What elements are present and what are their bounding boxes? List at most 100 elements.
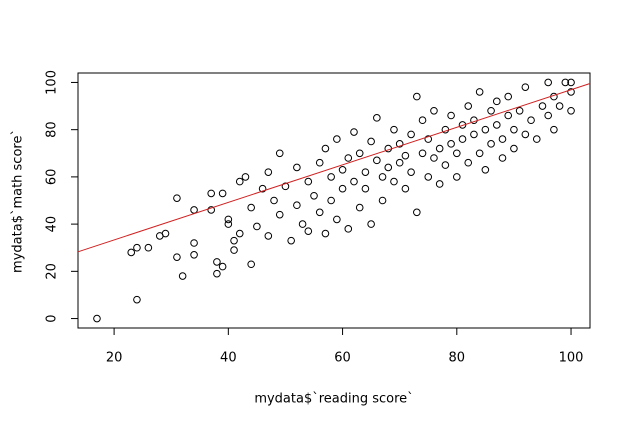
point <box>361 184 370 193</box>
point <box>218 262 227 271</box>
point <box>435 144 444 153</box>
y-tick-label: 20 <box>45 263 60 280</box>
point <box>515 106 524 115</box>
x-tick-label: 20 <box>106 351 123 366</box>
points <box>93 78 575 323</box>
point <box>527 116 535 125</box>
point <box>367 220 375 228</box>
point <box>378 196 387 205</box>
point <box>453 173 461 181</box>
point <box>550 125 558 134</box>
point <box>207 206 215 214</box>
point <box>464 102 473 110</box>
plot-frame <box>77 72 591 329</box>
point <box>367 137 375 146</box>
point <box>373 114 381 122</box>
point <box>424 173 433 181</box>
point <box>327 173 335 181</box>
point <box>355 203 364 212</box>
point <box>418 149 427 158</box>
point <box>190 239 198 247</box>
point <box>338 166 347 174</box>
point <box>304 227 313 235</box>
point <box>487 106 495 115</box>
point <box>350 177 358 186</box>
point <box>475 149 484 158</box>
point <box>207 189 215 198</box>
point <box>321 229 330 238</box>
point <box>567 88 575 96</box>
y-tick-label: 40 <box>45 216 60 233</box>
point <box>390 125 398 134</box>
point <box>293 201 301 210</box>
point <box>213 269 221 278</box>
point <box>510 144 518 153</box>
point <box>310 191 318 200</box>
y-tick-label: 100 <box>45 70 60 95</box>
point <box>407 130 415 139</box>
point <box>133 243 141 252</box>
x-tick-label: 40 <box>220 351 237 366</box>
point <box>178 272 187 280</box>
point <box>361 168 370 176</box>
point <box>218 189 227 198</box>
point <box>481 166 490 174</box>
point <box>447 140 455 148</box>
point <box>441 161 450 169</box>
point <box>235 177 244 186</box>
x-tick-label: 100 <box>559 351 584 366</box>
point <box>475 88 484 96</box>
point <box>173 253 181 261</box>
point <box>418 116 427 125</box>
point <box>230 236 238 245</box>
point <box>498 135 507 143</box>
point <box>453 149 461 158</box>
point <box>567 78 575 87</box>
point <box>378 173 387 181</box>
point <box>492 121 501 129</box>
point <box>504 92 513 101</box>
point <box>435 180 444 188</box>
point <box>315 208 324 217</box>
point <box>395 158 404 167</box>
point <box>413 92 421 101</box>
point <box>133 295 141 304</box>
point <box>510 125 518 134</box>
point <box>395 140 404 148</box>
point <box>315 158 324 167</box>
x-tick-label: 60 <box>334 351 351 366</box>
point <box>264 232 273 240</box>
point <box>190 206 198 214</box>
point <box>235 229 244 238</box>
point <box>270 196 278 205</box>
point <box>561 78 570 87</box>
point <box>144 243 153 252</box>
point <box>384 163 393 172</box>
point <box>127 248 136 257</box>
point <box>498 154 507 162</box>
point <box>333 135 341 143</box>
point <box>521 130 530 139</box>
point <box>407 168 415 176</box>
point <box>532 135 541 143</box>
point <box>275 210 284 219</box>
point <box>247 260 255 269</box>
point <box>93 314 101 323</box>
x-tick-label: 80 <box>449 351 466 366</box>
point <box>544 78 552 87</box>
point <box>247 203 255 212</box>
point <box>333 215 341 224</box>
point <box>230 246 238 254</box>
point <box>555 102 564 110</box>
point <box>344 225 353 233</box>
point <box>281 182 290 191</box>
point <box>458 121 467 129</box>
point <box>327 196 335 205</box>
y-axis-label: mydata$`math score` <box>11 129 26 273</box>
point <box>470 130 478 139</box>
point <box>544 111 552 120</box>
point <box>304 177 313 186</box>
point <box>213 258 221 266</box>
point <box>293 163 301 172</box>
